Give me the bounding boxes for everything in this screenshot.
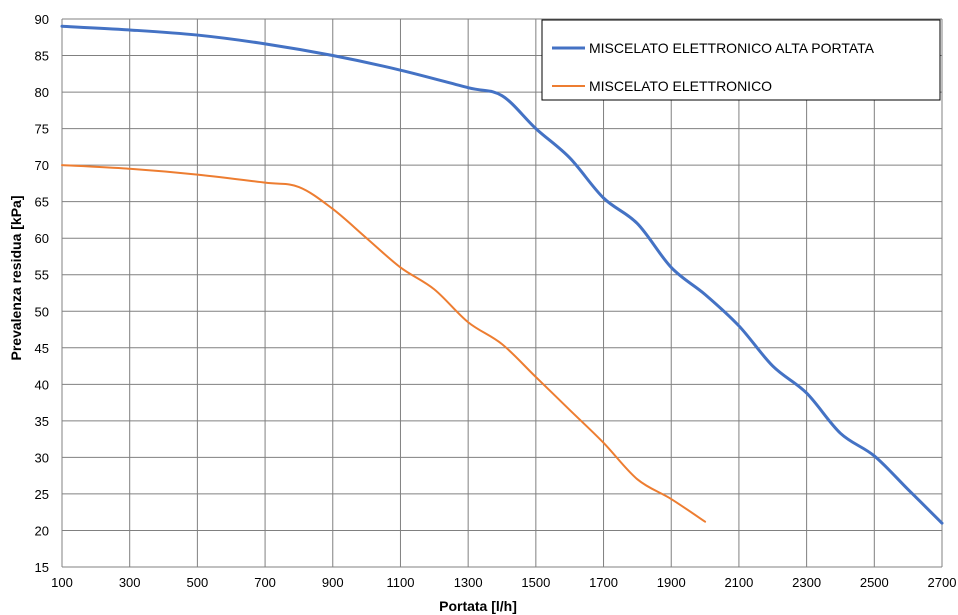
y-axis-title: Prevalenza residua [kPa] bbox=[8, 196, 24, 361]
y-tick-label: 90 bbox=[35, 12, 49, 27]
y-tick-label: 55 bbox=[35, 268, 49, 283]
x-tick-label: 100 bbox=[51, 575, 73, 590]
x-tick-label: 700 bbox=[254, 575, 276, 590]
grid bbox=[61, 18, 943, 568]
x-tick-label: 900 bbox=[322, 575, 344, 590]
x-tick-label: 2300 bbox=[792, 575, 821, 590]
legend: MISCELATO ELETTRONICO ALTA PORTATA MISCE… bbox=[541, 19, 941, 101]
y-tick-label: 40 bbox=[35, 377, 49, 392]
y-tick-label: 25 bbox=[35, 487, 49, 502]
x-tick-label: 500 bbox=[187, 575, 209, 590]
x-tick-label: 1900 bbox=[657, 575, 686, 590]
x-tick-label: 300 bbox=[119, 575, 141, 590]
y-tick-label: 50 bbox=[35, 304, 49, 319]
series-layer bbox=[60, 24, 944, 525]
series-line-miscelato bbox=[61, 164, 707, 523]
x-tick-label: 2100 bbox=[724, 575, 753, 590]
y-tick-label: 20 bbox=[35, 523, 49, 538]
legend-box bbox=[541, 19, 941, 101]
y-tick-label: 70 bbox=[35, 158, 49, 173]
x-tick-label: 1500 bbox=[521, 575, 550, 590]
x-axis-title: Portata [l/h] bbox=[439, 598, 517, 614]
y-tick-label: 30 bbox=[35, 450, 49, 465]
x-tick-label: 2500 bbox=[860, 575, 889, 590]
y-tick-label: 75 bbox=[35, 122, 49, 137]
tick-labels: 15 20 25 30 35 40 45 50 55 60 65 70 75 80 85 90 100 300 50… bbox=[35, 12, 957, 590]
x-tick-label: 1300 bbox=[454, 575, 483, 590]
x-tick-label: 1100 bbox=[386, 575, 414, 590]
y-tick-label: 65 bbox=[35, 195, 49, 210]
legend-label-alta-portata: MISCELATO ELETTRONICO ALTA PORTATA bbox=[589, 40, 875, 56]
x-tick-label: 2700 bbox=[928, 575, 957, 590]
y-tick-label: 45 bbox=[35, 341, 49, 356]
y-tick-label: 15 bbox=[35, 560, 49, 575]
y-tick-label: 80 bbox=[35, 85, 49, 100]
y-tick-label: 85 bbox=[35, 49, 49, 64]
y-tick-label: 60 bbox=[35, 231, 49, 246]
x-tick-label: 1700 bbox=[589, 575, 618, 590]
series-line-alta-portata bbox=[60, 24, 944, 525]
legend-label-miscelato: MISCELATO ELETTRONICO bbox=[589, 78, 772, 94]
y-tick-label: 35 bbox=[35, 414, 49, 429]
